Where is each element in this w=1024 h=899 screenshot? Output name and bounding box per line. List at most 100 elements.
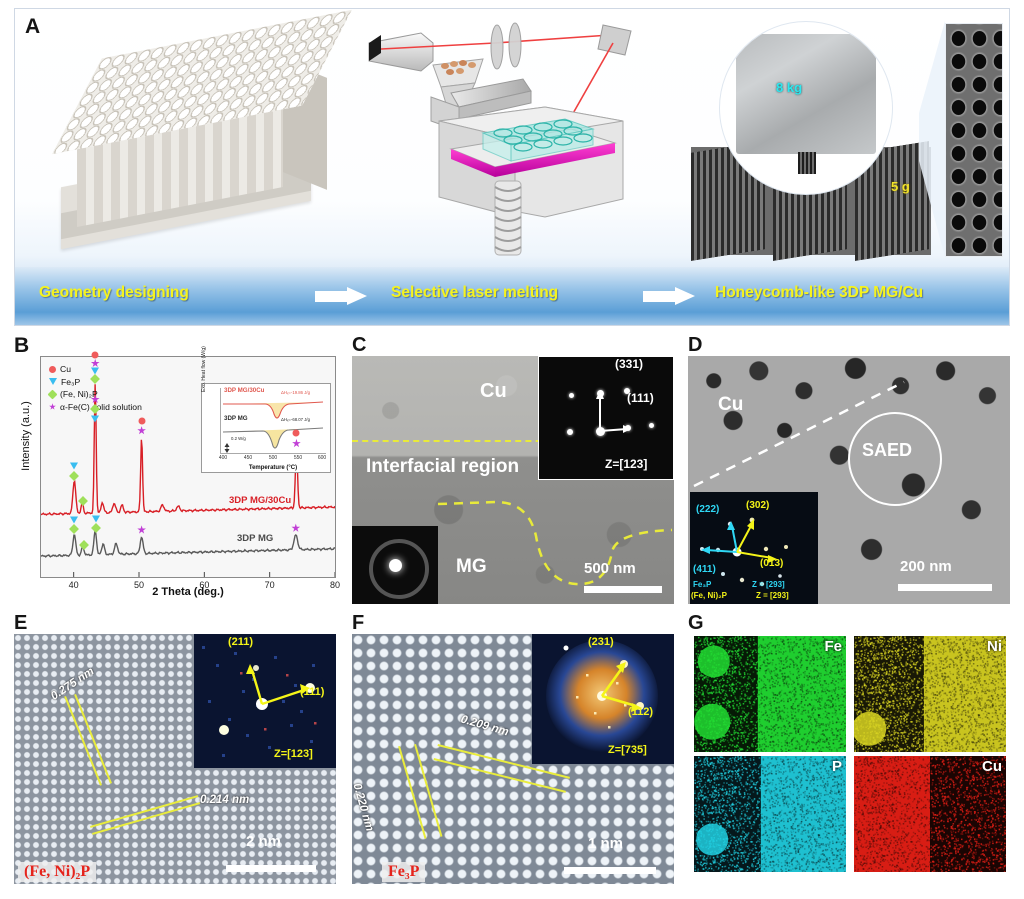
process-step-1-label: Geometry designing [39,284,189,301]
scale-label-f: 1 nm [588,835,624,852]
scale-bar-e [226,865,316,872]
saed-c-zone-axis: Z=[123] [605,457,648,471]
eds-label-fe: Fe [824,638,842,655]
lens-pair [490,22,522,70]
dsc-enthalpy-mg: ΔHₓ=-68.07 J/g [281,417,311,422]
supporting-sample [798,152,816,174]
scale-bar-f [564,867,656,874]
saed-d-phase-fe3p: Fe₃P [693,580,712,589]
fft-zone-axis-e: Z=[123] [274,748,313,760]
honeycomb-cad-model [52,9,352,263]
xrd-x-axis-label: 2 Theta (deg.) [152,586,224,598]
mg-diffuse-halo-inset [352,526,438,604]
panel-c-letter: C [352,334,367,356]
dsc-xtick-450: 450 [243,455,253,461]
fft-index-f-231: (231) [588,636,614,648]
xrd-xtick-50: 50 [133,580,145,590]
xrd-tick-labels: 40 50 60 70 80 [40,580,340,592]
legend-marker-fenip-icon [47,389,58,400]
legend-label-fenip: (Fe, Ni)₂P [60,389,98,399]
xrd-curve-label-mgcu: 3DP MG/30Cu [229,495,292,506]
legend-marker-fe3p-icon [49,378,57,386]
xrd-peak-marker-Fe3P [70,462,79,470]
slm-schematic [355,21,665,271]
cu-boundary-dashed [693,380,905,488]
saed-d-index-222: (222) [696,504,720,515]
xrd-legend: Cu Fe₃P (Fe, Ni)₂P α-Fe(C) solid solutio… [47,363,142,414]
xrd-peak-marker-aFeC [137,426,146,435]
region-label-cu-d: Cu [718,394,744,415]
xrd-y-axis-label: Intensity (a.u.) [20,401,32,471]
saed-d-zone-fe3p: Z = [293] [752,580,785,589]
amorphous-halo [369,539,429,599]
saed-c-index-111: (111) [627,391,654,405]
legend-marker-afec-icon [49,403,56,410]
panel-b: B Intensity (a.u.) Cu Fe₃P (Fe, Ni)₂P [14,334,340,606]
legend-marker-cu-icon [49,365,56,373]
panel-e: E 0.275 nm 0.214 nm [14,612,340,890]
region-label-cu: Cu [480,380,507,402]
panel-f-letter: F [352,612,365,634]
legend-item-fenip: (Fe, Ni)₂P [47,388,142,401]
scale-label-e: 2 nm [246,833,282,850]
panel-a-letter: A [25,15,41,38]
slm-drawing [368,22,632,256]
legend-label-cu: Cu [60,364,71,374]
saed-aperture-circle [848,412,942,506]
tem-interface-image: Cu Interfacial region MG (331) (111) [352,356,674,604]
interface-dashed-line-1 [352,440,562,442]
legend-item-cu: Cu [49,363,142,376]
xrd-peak-marker-Cu [91,351,99,359]
eds-p-texture [694,756,846,872]
xrd-peak-marker-aFeC [90,358,100,368]
region-label-interfacial: Interfacial region [366,456,520,477]
piston-screw [494,180,522,256]
steel-load-plate [736,34,876,154]
panel-e-letter: E [14,612,28,634]
dsc-curve-label-mgcu: 3DP MG/30Cu [224,387,265,394]
xrd-peak-marker-aFeC [137,525,146,534]
fft-index-e-111: (111) [300,686,325,698]
dsc-xtick-500: 500 [268,455,278,461]
sem-pore-array-offset [946,24,1002,256]
eds-label-ni: Ni [987,638,1002,655]
hrtem-fe3p-image: 0.209 nm 0.220 nm [352,634,674,884]
callout-connector [919,21,945,257]
legend-item-afec: α-Fe(C) solid solution [49,401,142,414]
panel-b-letter: B [14,334,30,357]
legend-label-fe3p: Fe₃P [61,376,81,387]
printed-product-photo: 8 kg 5 g [683,19,1003,271]
xrd-peak-marker-Fe3P [91,367,100,375]
saed-c-index-331: (331) [615,357,644,371]
phase-label-f: Fe₃P [382,862,426,882]
mg-region-outline [437,500,673,586]
honeycomb-sem-strip [945,23,1003,257]
eds-map-cu: Cu [854,756,1006,872]
legend-item-fe3p: Fe₃P [49,376,142,389]
panel-g: G Fe Ni P Cu [688,612,1014,890]
saed-aperture-label: SAED [862,440,913,460]
xrd-peak-marker-aFeC [291,523,301,532]
saed-d-index-411: (411) [693,564,716,575]
process-step-3-label: Honeycomb-like 3DP MG/Cu [715,284,924,301]
scale-label-d: 200 nm [900,558,952,575]
fft-pattern-e [194,634,336,768]
panel-f: F 0.209 nm 0.220 nm [352,612,678,890]
xrd-curve-label-mg: 3DP MG [237,533,274,544]
xrd-peak-marker-aFeC [90,394,100,404]
xrd-peak-marker-Cu [138,417,146,425]
xrd-peak-marker-Fe3P [91,415,100,423]
fft-pattern-f [532,634,674,764]
saed-d-zone-fenip: Z = [293] [756,591,789,600]
panel-d-letter: D [688,334,703,356]
laser-source [368,32,434,72]
flow-arrow-2-icon [643,287,697,305]
honeycomb-build [481,118,595,162]
xrd-peak-marker-aFeC [292,438,301,448]
precipitate-saed-inset: (222) (411) (302) (013) Fe₃P Z = [293] (… [690,492,818,604]
fft-inset-f: (231) (112) Z=[735] [532,634,674,764]
xrd-tick-marks [73,572,336,577]
cu-saed-inset: (331) (111) Z=[123] [538,356,674,480]
xrd-plot-area: Cu Fe₃P (Fe, Ni)₂P α-Fe(C) solid solutio… [40,346,336,578]
flow-arrow-1-icon [315,287,369,305]
